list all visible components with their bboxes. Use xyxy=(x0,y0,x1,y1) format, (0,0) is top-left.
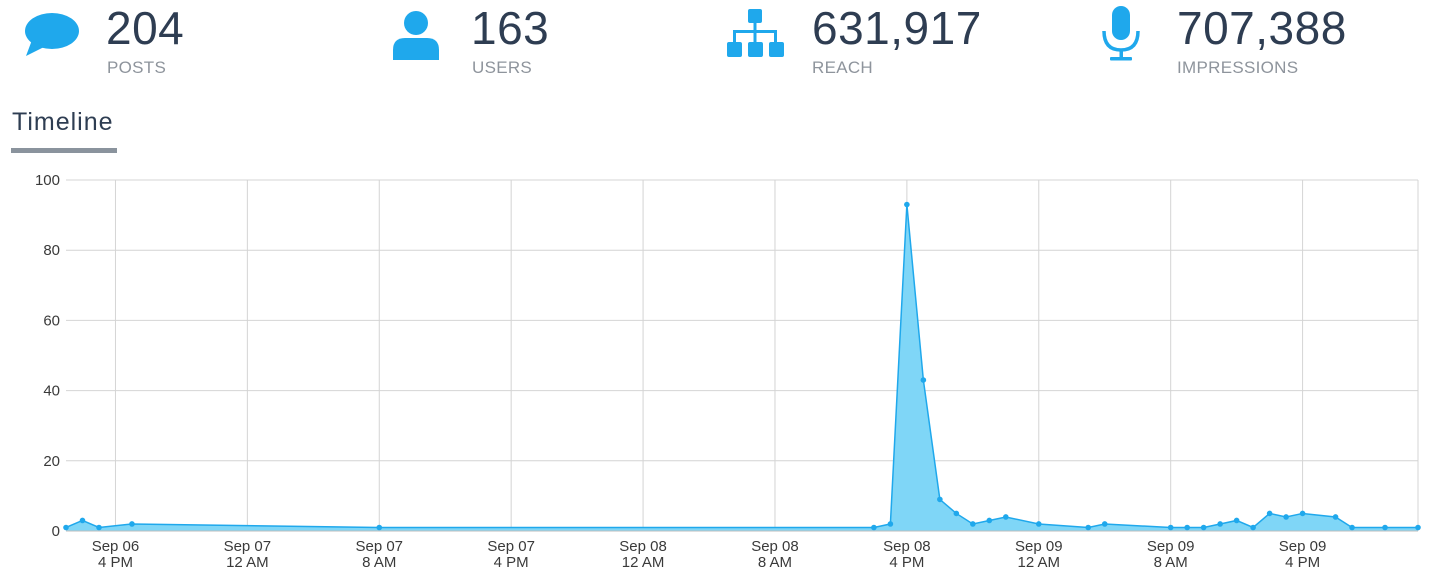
x-tick-label-date: Sep 08 xyxy=(883,538,931,555)
x-tick-label-time: 4 PM xyxy=(98,554,133,571)
data-point xyxy=(1349,524,1355,531)
x-tick-label-time: 4 PM xyxy=(889,554,924,571)
data-point xyxy=(970,521,976,527)
stat-users-label: USERS xyxy=(472,58,533,77)
data-point xyxy=(1332,514,1339,520)
data-point xyxy=(1233,517,1240,524)
data-point xyxy=(1003,514,1009,520)
x-tick-label-date: Sep 06 xyxy=(92,538,140,555)
stat-impressions-value: 707,388 xyxy=(1177,2,1347,54)
data-point xyxy=(79,517,86,524)
section-title: Timeline xyxy=(12,108,114,136)
data-point xyxy=(129,521,135,527)
x-tick-label-date: Sep 09 xyxy=(1279,538,1327,555)
data-point xyxy=(1299,510,1306,517)
data-point xyxy=(96,524,102,531)
data-point xyxy=(871,524,877,531)
stat-users-value: 163 xyxy=(471,2,550,54)
y-tick-label: 40 xyxy=(43,383,60,400)
data-point xyxy=(1415,524,1421,531)
data-point xyxy=(920,377,927,383)
y-tick-label: 80 xyxy=(43,242,60,259)
stat-posts-label: POSTS xyxy=(107,58,167,77)
x-tick-label-time: 12 AM xyxy=(622,554,665,571)
series-line xyxy=(65,204,1418,529)
data-point xyxy=(1217,521,1223,527)
stat-reach-label: REACH xyxy=(812,58,874,77)
x-tick-label-date: Sep 07 xyxy=(224,538,272,555)
data-point xyxy=(1167,524,1174,531)
data-point xyxy=(1085,524,1092,531)
speech-bubble-icon xyxy=(25,13,79,56)
user-icon xyxy=(393,11,439,60)
x-tick-label-time: 8 AM xyxy=(758,554,792,571)
y-tick-label: 60 xyxy=(43,312,60,329)
data-point xyxy=(1200,524,1207,531)
x-tick-label-date: Sep 07 xyxy=(355,538,403,555)
stat-impressions-label: IMPRESSIONS xyxy=(1177,58,1299,77)
data-point xyxy=(1283,514,1289,520)
x-tick-label-time: 12 AM xyxy=(1018,554,1061,571)
data-point xyxy=(904,201,910,208)
data-point xyxy=(937,496,943,503)
data-point xyxy=(1266,510,1273,517)
x-tick-label-date: Sep 07 xyxy=(487,538,535,555)
stats-bar: 204 POSTS 163 USERS 631,917 REACH xyxy=(0,0,1456,90)
x-tick-label-date: Sep 08 xyxy=(619,538,667,555)
microphone-icon xyxy=(1102,6,1140,61)
stat-posts-value: 204 xyxy=(106,2,185,54)
series-area xyxy=(66,204,1418,531)
x-tick-label-time: 8 AM xyxy=(1154,554,1188,571)
data-point xyxy=(1250,524,1256,531)
data-point xyxy=(1035,521,1042,527)
x-tick-label-date: Sep 09 xyxy=(1015,538,1063,555)
x-tick-label-time: 4 PM xyxy=(1285,554,1320,571)
y-tick-label: 100 xyxy=(35,172,60,189)
data-point xyxy=(1184,524,1190,531)
data-point xyxy=(376,524,383,531)
y-tick-label: 20 xyxy=(43,453,60,470)
y-tick-label: 0 xyxy=(52,523,60,540)
data-point xyxy=(986,517,993,524)
data-point xyxy=(1101,521,1108,527)
data-point xyxy=(1382,524,1388,531)
data-point xyxy=(887,521,894,527)
data-point xyxy=(953,510,960,517)
hierarchy-icon xyxy=(727,9,784,57)
x-tick-label-time: 8 AM xyxy=(362,554,396,571)
x-tick-label-date: Sep 08 xyxy=(751,538,799,555)
stat-reach-value: 631,917 xyxy=(812,2,982,54)
x-tick-label-time: 12 AM xyxy=(226,554,269,571)
section-title-underline xyxy=(11,148,117,153)
x-tick-label-time: 4 PM xyxy=(494,554,529,571)
x-tick-label-date: Sep 09 xyxy=(1147,538,1195,555)
data-point xyxy=(63,524,69,531)
